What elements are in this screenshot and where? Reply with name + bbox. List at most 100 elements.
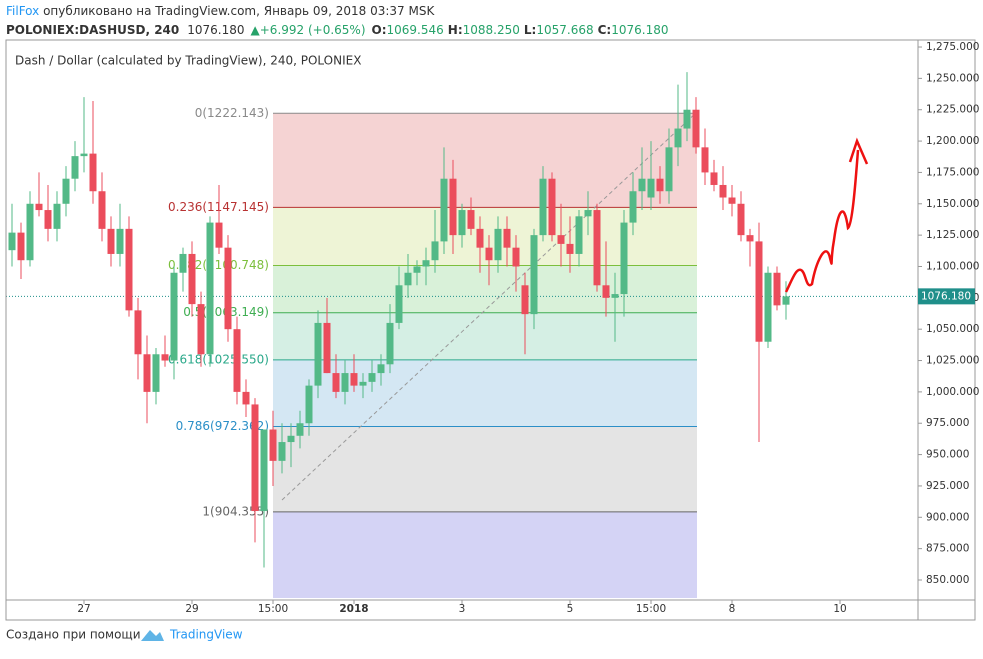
fib-zone: [273, 359, 697, 427]
candle-body: [179, 253, 187, 273]
candle-body: [665, 147, 673, 192]
fib-label: 1(904.355): [202, 504, 269, 518]
x-tick-label: 8: [729, 603, 736, 615]
candle-body: [494, 228, 502, 261]
candle-body: [413, 266, 421, 273]
candle-body: [521, 285, 529, 315]
y-tick-label: 1,250.000: [926, 72, 979, 84]
last-price-box: [918, 288, 975, 305]
candle-body: [332, 373, 340, 392]
footer-brand[interactable]: TradingView: [169, 628, 243, 642]
candle-body: [206, 222, 214, 355]
fib-zone: [273, 312, 697, 360]
candle-body: [314, 322, 322, 386]
candle-body: [35, 203, 43, 211]
x-tick-label: 10: [833, 603, 846, 615]
y-tick-label: 1,175.000: [926, 166, 979, 178]
candle-body: [566, 243, 574, 254]
candle-body: [728, 197, 736, 204]
candle-body: [575, 216, 583, 254]
l-label: L:: [524, 23, 536, 37]
h-value: 1088.250: [463, 23, 520, 37]
c-value: 1076.180: [611, 23, 668, 37]
candle-body: [620, 222, 628, 295]
author: FilFox: [6, 4, 39, 18]
candle-body: [98, 191, 106, 229]
candle-body: [638, 178, 646, 192]
price: 1076.180: [187, 23, 244, 37]
fib-trendline: [281, 111, 698, 501]
candle-body: [368, 373, 376, 382]
candle-body: [611, 294, 619, 298]
candle-body: [548, 178, 556, 236]
y-tick-label: 1,025.000: [926, 355, 979, 367]
candle-body: [44, 210, 52, 229]
candle-body: [512, 247, 520, 267]
x-tick-label: 15:00: [636, 603, 666, 615]
candle-body: [764, 272, 772, 342]
candle-body: [386, 322, 394, 365]
candle-body: [71, 156, 79, 179]
candle-body: [134, 310, 142, 355]
y-tick-label: 925.000: [926, 480, 969, 492]
y-tick-label: 1,000.000: [926, 386, 979, 398]
candle-body: [359, 381, 367, 386]
candle-body: [683, 109, 691, 129]
y-tick-label: 1,275.000: [926, 41, 979, 53]
fib-zone: [273, 113, 697, 208]
candle-body: [152, 354, 160, 392]
candle-body: [503, 228, 511, 248]
candle-body: [233, 329, 241, 392]
candle-body: [647, 178, 655, 198]
candle-body: [341, 373, 349, 392]
candle-body: [395, 285, 403, 323]
y-tick-label: 1,125.000: [926, 229, 979, 241]
x-tick-label: 2018: [339, 603, 368, 615]
candle-body: [755, 241, 763, 342]
y-tick-label: 1,225.000: [926, 104, 979, 116]
symbol: POLONIEX:DASHUSD, 240: [6, 23, 179, 37]
candle-body: [242, 391, 250, 405]
x-tick-label: 5: [567, 603, 574, 615]
candle-body: [476, 228, 484, 248]
candle-body: [737, 203, 745, 236]
candle-body: [431, 241, 439, 261]
fib-zone: [273, 511, 697, 598]
candle-body: [530, 235, 538, 315]
y-tick-label: 1,050.000: [926, 323, 979, 335]
candle-body: [8, 232, 16, 251]
x-tick-label: 29: [185, 603, 198, 615]
l-value: 1057.668: [536, 23, 593, 37]
candle-body: [656, 178, 664, 192]
candle-body: [593, 210, 601, 286]
last-price-label: 1076.180: [921, 290, 971, 302]
candle-body: [710, 172, 718, 185]
candle-body: [215, 222, 223, 248]
y-tick-label: 1,100.000: [926, 260, 979, 272]
candle-body: [251, 404, 259, 512]
candle-body: [773, 272, 781, 306]
hand-arrow: [784, 149, 860, 293]
fib-label: 0.618(1025.550): [168, 352, 269, 366]
candle-body: [296, 423, 304, 436]
arrow: ▲: [251, 23, 261, 37]
plot: 0(1222.143)0.236(1147.145)0.382(1100.748…: [6, 72, 918, 598]
x-tick-label: 3: [459, 603, 466, 615]
candle-body: [107, 228, 115, 254]
candle-body: [17, 232, 25, 261]
candle-body: [305, 385, 313, 424]
candle-body: [287, 435, 295, 443]
candle-body: [116, 228, 124, 254]
y-tick-label: 1,150.000: [926, 198, 979, 210]
tv-logo: [141, 630, 164, 641]
y-tick-label: 850.000: [926, 574, 969, 586]
fib-zone: [273, 265, 697, 313]
fib-label: 0(1222.143): [195, 106, 269, 120]
candle-body: [557, 235, 565, 244]
candle-body: [467, 210, 475, 229]
y-tick-label: 1,200.000: [926, 135, 979, 147]
candle-body: [323, 322, 331, 374]
candle-body: [224, 247, 232, 330]
